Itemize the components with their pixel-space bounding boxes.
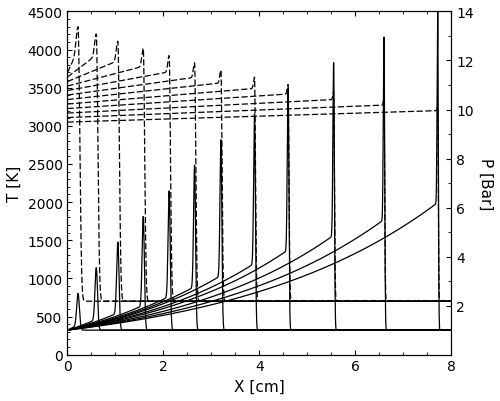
- Y-axis label: P [Bar]: P [Bar]: [478, 158, 493, 210]
- X-axis label: X [cm]: X [cm]: [234, 379, 284, 394]
- Y-axis label: T [K]: T [K]: [7, 166, 22, 202]
